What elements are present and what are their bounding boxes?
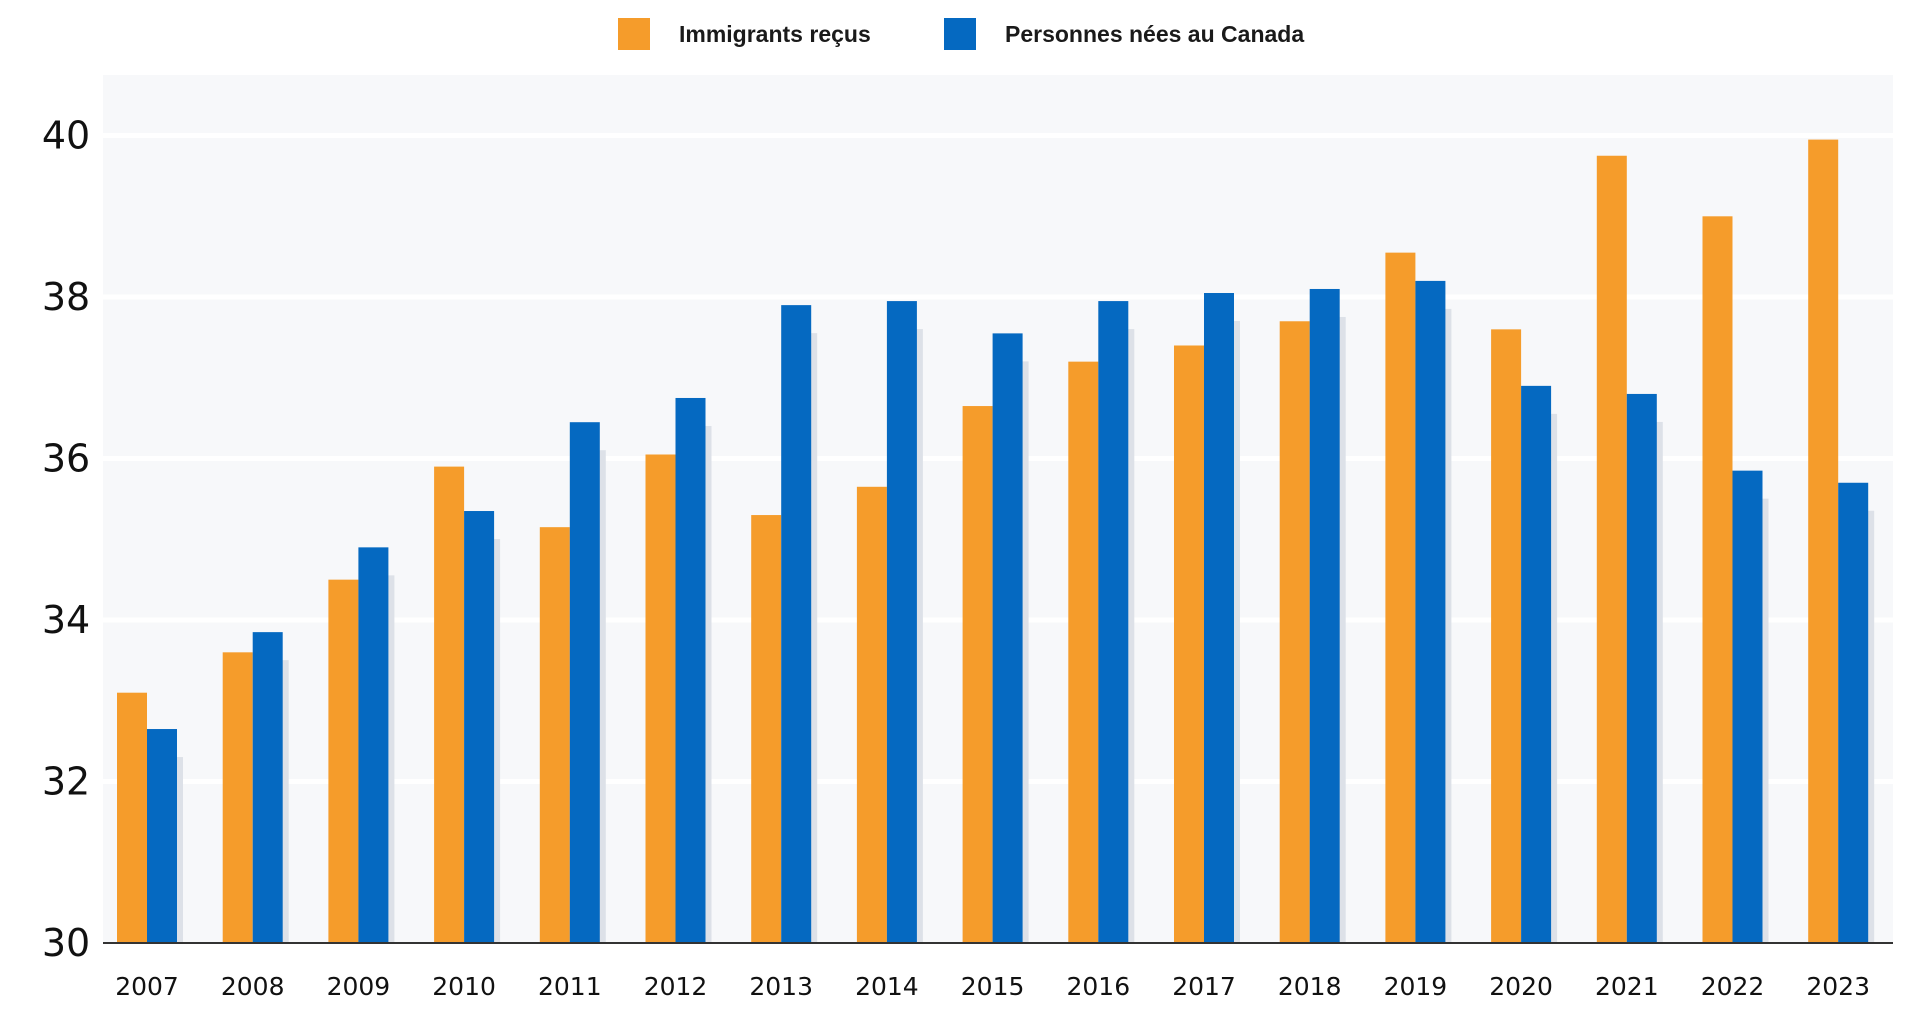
bar-immigrants-2013 bbox=[751, 515, 782, 943]
x-tick-label: 2010 bbox=[432, 972, 496, 1001]
bar-immigrants-2016 bbox=[1068, 361, 1099, 943]
y-tick-label: 30 bbox=[42, 921, 90, 965]
bar-canadian-born-2020 bbox=[1521, 385, 1552, 943]
x-tick-label: 2018 bbox=[1278, 972, 1342, 1001]
x-tick-label: 2016 bbox=[1066, 972, 1130, 1001]
y-axis-tick-labels: 30 32 34 36 38 40 bbox=[42, 114, 90, 965]
bar-canadian-born-2019 bbox=[1415, 280, 1446, 943]
bar-canadian-born-2021 bbox=[1626, 393, 1657, 943]
x-tick-label: 2013 bbox=[749, 972, 813, 1001]
bars bbox=[117, 139, 1869, 944]
y-tick-label: 40 bbox=[42, 114, 90, 158]
bar-immigrants-2017 bbox=[1174, 345, 1204, 943]
x-tick-label: 2015 bbox=[961, 972, 1025, 1001]
bar-canadian-born-2012 bbox=[675, 397, 706, 943]
x-tick-label: 2022 bbox=[1701, 972, 1765, 1001]
bar-immigrants-2014 bbox=[856, 486, 887, 943]
bar-canadian-born-2007 bbox=[147, 729, 177, 943]
bar-immigrants-2019 bbox=[1385, 252, 1416, 943]
x-axis-tick-labels: 2007 2008 2009 2010 2011 2012 2013 2014 2015 2016… bbox=[115, 972, 1870, 1001]
y-tick-label: 38 bbox=[42, 275, 90, 319]
bar-canadian-born-2009 bbox=[358, 547, 389, 943]
y-tick-label: 32 bbox=[42, 760, 90, 804]
bar-immigrants-2015 bbox=[962, 406, 993, 943]
x-tick-label: 2014 bbox=[855, 972, 919, 1001]
bar-immigrants-2009 bbox=[328, 579, 359, 943]
x-tick-label: 2009 bbox=[327, 972, 391, 1001]
x-tick-label: 2011 bbox=[538, 972, 602, 1001]
bar-immigrants-2020 bbox=[1491, 329, 1522, 943]
bar-immigrants-2011 bbox=[539, 527, 570, 943]
legend-label-immigrants: Immigrants reçus bbox=[679, 21, 871, 47]
bar-immigrants-2022 bbox=[1702, 216, 1733, 944]
legend-swatch-immigrants bbox=[618, 18, 650, 50]
x-tick-label: 2007 bbox=[115, 972, 179, 1001]
x-tick-label: 2023 bbox=[1806, 972, 1870, 1001]
bar-canadian-born-2023 bbox=[1838, 482, 1869, 943]
bar-canadian-born-2022 bbox=[1732, 470, 1763, 943]
y-tick-label: 36 bbox=[42, 437, 90, 481]
bar-immigrants-2021 bbox=[1596, 155, 1627, 943]
bar-immigrants-2008 bbox=[222, 652, 253, 943]
bar-canadian-born-2010 bbox=[464, 511, 495, 943]
bar-canadian-born-2017 bbox=[1204, 293, 1234, 944]
x-tick-label: 2019 bbox=[1384, 972, 1448, 1001]
bar-canadian-born-2016 bbox=[1098, 301, 1129, 943]
legend-label-canadian-born: Personnes nées au Canada bbox=[1005, 21, 1304, 47]
bar-immigrants-2007 bbox=[117, 692, 147, 943]
legend-swatch-canadian-born bbox=[944, 18, 976, 50]
bar-canadian-born-2008 bbox=[252, 632, 283, 943]
legend: Immigrants reçus Personnes nées au Canad… bbox=[618, 18, 1304, 50]
bar-immigrants-2010 bbox=[434, 466, 465, 943]
x-tick-label: 2020 bbox=[1489, 972, 1553, 1001]
bar-canadian-born-2018 bbox=[1309, 288, 1340, 943]
y-tick-label: 34 bbox=[42, 598, 90, 642]
x-tick-label: 2008 bbox=[221, 972, 285, 1001]
bar-canadian-born-2014 bbox=[886, 301, 917, 943]
bar-canadian-born-2011 bbox=[569, 422, 600, 943]
bar-canadian-born-2013 bbox=[781, 305, 812, 943]
x-tick-label: 2012 bbox=[644, 972, 708, 1001]
bar-immigrants-2012 bbox=[645, 454, 676, 943]
bar-immigrants-2018 bbox=[1279, 321, 1310, 943]
x-tick-label: 2017 bbox=[1172, 972, 1236, 1001]
x-tick-label: 2021 bbox=[1595, 972, 1659, 1001]
bar-canadian-born-2015 bbox=[992, 333, 1023, 943]
bar-immigrants-2023 bbox=[1808, 139, 1839, 944]
